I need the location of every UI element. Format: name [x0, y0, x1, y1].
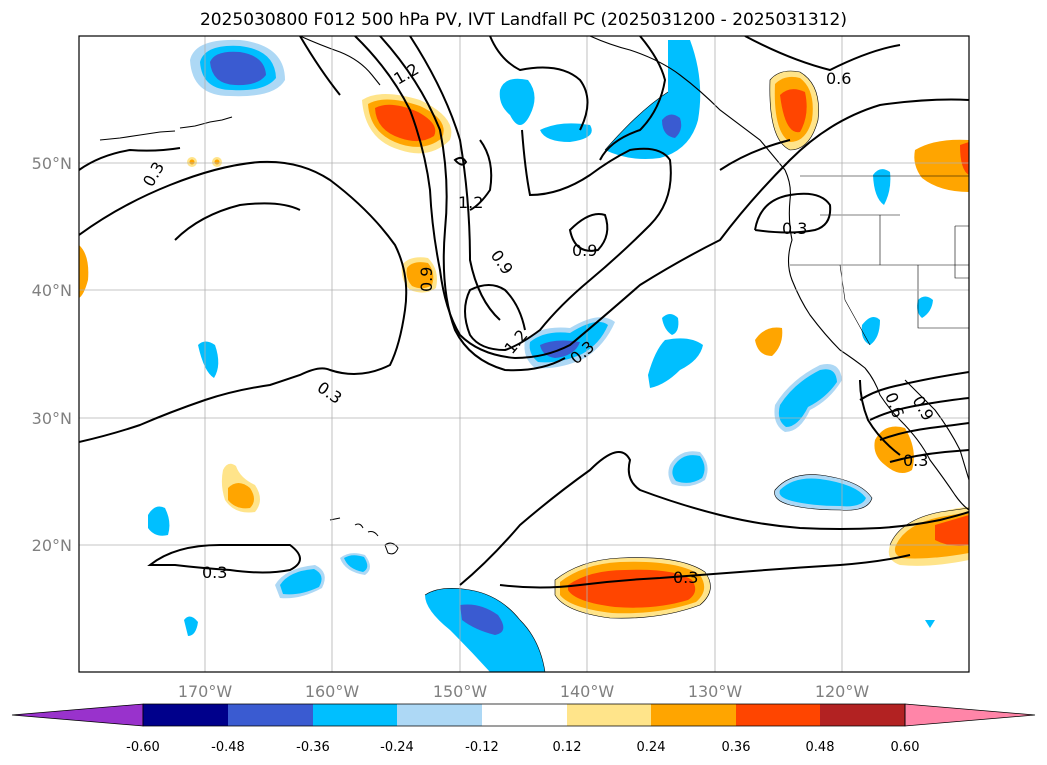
colorbar-segment	[820, 704, 905, 726]
lon-tick-label: 140°W	[560, 682, 615, 701]
positive-anomaly-dot	[189, 159, 195, 165]
negative-anomaly-area	[540, 123, 592, 142]
positive-anomaly-area	[914, 139, 969, 192]
colorbar-tick-label: -0.12	[465, 740, 499, 755]
colorbar-extend-low	[11, 703, 144, 727]
colorbar: -0.60 -0.48 -0.36 -0.24 -0.12 0.12 0.24 …	[11, 703, 1036, 755]
positive-anomaly-area	[935, 515, 969, 546]
positive-anomaly-dot	[214, 159, 220, 165]
positive-anomaly-area	[960, 142, 969, 175]
positive-anomaly-area	[79, 245, 89, 298]
contour-label: 0.9	[572, 241, 597, 260]
contour-label: 0.6	[826, 69, 851, 88]
colorbar-tick-label: -0.36	[296, 740, 330, 755]
longitude-ticks: 170°W 160°W 150°W 140°W 130°W 120°W	[178, 682, 870, 701]
contour-label: 0.3	[903, 451, 928, 470]
colorbar-extend-high	[904, 703, 1036, 727]
colorbar-tick-label: 0.24	[637, 740, 666, 755]
colorbar-segment	[143, 704, 228, 726]
lon-tick-label: 130°W	[688, 682, 743, 701]
colorbar-segment	[228, 704, 313, 726]
negative-anomaly-area	[184, 616, 198, 636]
negative-anomaly-area	[499, 78, 535, 125]
positive-anomaly-area	[755, 327, 783, 356]
negative-anomaly-area	[198, 341, 219, 378]
map-frame	[78, 35, 970, 673]
negative-anomaly-area	[210, 51, 266, 86]
negative-anomaly-area	[672, 455, 705, 483]
lat-tick-label: 20°N	[32, 536, 72, 555]
lon-tick-label: 150°W	[433, 682, 488, 701]
negative-anomaly-area	[344, 555, 368, 572]
pv-anomaly-fills	[79, 39, 969, 672]
colorbar-tick-label: 0.12	[553, 740, 582, 755]
lon-tick-label: 120°W	[815, 682, 870, 701]
lon-tick-label: 170°W	[178, 682, 233, 701]
negative-anomaly-area	[280, 569, 322, 595]
positive-anomaly-area	[406, 262, 434, 289]
lat-tick-label: 40°N	[32, 281, 72, 300]
contour-label: 0.3	[782, 219, 807, 238]
colorbar-tick-label: -0.24	[380, 740, 414, 755]
ivt-contours	[79, 36, 969, 589]
political-borders	[790, 175, 969, 346]
contour-label: 0.3	[202, 563, 227, 582]
lat-tick-label: 50°N	[32, 154, 72, 173]
positive-anomaly-area	[375, 104, 436, 142]
negative-anomaly-area	[779, 478, 866, 507]
colorbar-outline	[142, 703, 906, 727]
coastlines	[99, 36, 969, 511]
gridlines	[79, 36, 969, 672]
positive-anomaly-area	[228, 483, 254, 509]
colorbar-segment	[736, 704, 820, 726]
negative-anomaly-area	[648, 338, 703, 388]
colorbar-segment	[651, 704, 736, 726]
colorbar-tick-label: 0.36	[722, 740, 751, 755]
negative-anomaly-area	[662, 314, 679, 335]
lon-tick-label: 160°W	[305, 682, 360, 701]
negative-anomaly-area	[925, 620, 935, 628]
negative-anomaly-area	[778, 369, 837, 427]
colorbar-segment	[567, 704, 651, 726]
anomaly-outlines	[424, 70, 969, 672]
contour-label: 0.3	[673, 568, 698, 587]
contour-label: 0.9	[417, 267, 436, 292]
negative-anomaly-area	[662, 114, 682, 138]
colorbar-tick-label: 0.60	[891, 740, 920, 755]
colorbar-tick-label: 0.48	[806, 740, 835, 755]
colorbar-tick-label: -0.48	[211, 740, 245, 755]
contour-label: 1.2	[458, 193, 483, 212]
negative-anomaly-area	[873, 169, 891, 205]
negative-anomaly-area	[460, 604, 504, 635]
latitude-ticks: 50°N 40°N 30°N 20°N	[32, 154, 72, 555]
colorbar-segment	[482, 704, 567, 726]
map-title: 2025030800 F012 500 hPa PV, IVT Landfall…	[199, 10, 847, 30]
colorbar-segment	[397, 704, 482, 726]
positive-anomaly-area	[780, 89, 807, 133]
positive-anomaly-area	[568, 569, 696, 608]
colorbar-tick-label: -0.60	[126, 740, 160, 755]
colorbar-segment	[313, 704, 397, 726]
negative-anomaly-area	[917, 296, 933, 318]
negative-anomaly-area	[148, 506, 170, 536]
lat-tick-label: 30°N	[32, 409, 72, 428]
